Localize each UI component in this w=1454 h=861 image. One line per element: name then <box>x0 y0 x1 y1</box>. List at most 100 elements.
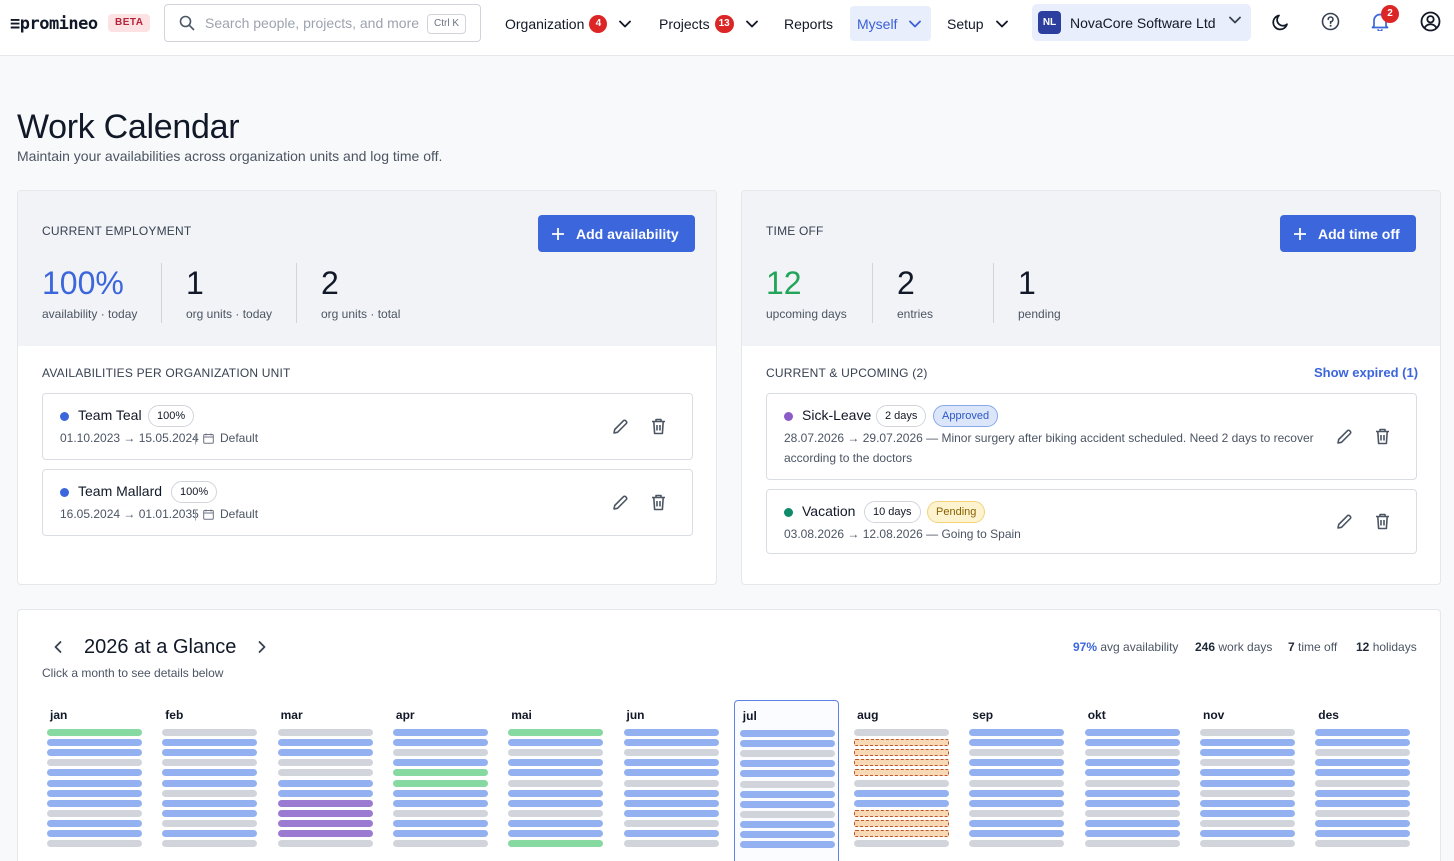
work-day-bar <box>1200 809 1295 817</box>
non-work-day-bar <box>623 779 719 787</box>
stat-value: 100% <box>42 265 124 301</box>
nav-myself[interactable]: Myself <box>850 6 931 41</box>
non-work-day-bar <box>162 789 258 797</box>
month-name: jun <box>626 708 645 722</box>
nav-setup[interactable]: Setup <box>940 6 1015 41</box>
month-tile-apr[interactable]: apr <box>388 700 493 861</box>
non-work-day-bar <box>1200 729 1295 736</box>
time-off-entry[interactable]: Sick-Leave 2 days Approved 28.07.2026 → … <box>766 393 1417 480</box>
stat-value: 12 <box>766 265 802 301</box>
trash-icon[interactable] <box>647 415 669 437</box>
work-day-bar <box>1315 769 1411 777</box>
unit-name: Team Teal <box>78 407 142 423</box>
sick-leave-bar <box>277 809 373 817</box>
work-day-bar <box>1200 779 1295 787</box>
search-input[interactable] <box>205 13 420 33</box>
organization-switcher[interactable]: NL NovaCore Software Ltd <box>1032 4 1251 41</box>
non-work-day-bar <box>854 729 950 736</box>
stat-label: availability · today <box>42 307 138 321</box>
top-navigation: ≡promineo BETA Ctrl K Organization 4 Pro… <box>0 0 1454 56</box>
work-day-bar <box>508 830 604 837</box>
app-logo[interactable]: ≡promineo <box>10 14 98 34</box>
work-day-bar <box>508 759 604 767</box>
account-menu-button[interactable] <box>1419 11 1441 34</box>
work-day-bar <box>162 769 258 777</box>
month-name: feb <box>165 708 184 722</box>
availability-item[interactable]: Team Mallard 100% 16.05.2024 → 01.01.203… <box>42 469 693 536</box>
time-off-entry[interactable]: Vacation 10 days Pending 03.08.2026 → 12… <box>766 489 1417 554</box>
month-tile-aug[interactable]: aug <box>849 700 954 861</box>
month-name: sep <box>972 708 994 722</box>
organization-name: NovaCore Software Ltd <box>1070 14 1216 31</box>
month-tile-okt[interactable]: okt <box>1080 700 1185 861</box>
add-time-off-button[interactable]: Add time off <box>1280 215 1416 252</box>
separator: | <box>194 431 198 445</box>
time-off-stat: 7 time off <box>1288 640 1337 654</box>
month-tile-mai[interactable]: mai <box>503 700 608 861</box>
availability-item[interactable]: Team Teal 100% 01.10.2023 → 15.05.2024 |… <box>42 393 693 460</box>
non-work-day-bar <box>623 840 719 848</box>
global-search[interactable]: Ctrl K <box>164 4 481 42</box>
non-work-day-bar <box>969 749 1065 757</box>
holiday-bar <box>392 779 488 787</box>
non-work-day-bar <box>47 840 142 848</box>
non-work-day-bar <box>1315 779 1411 787</box>
work-day-bar <box>739 790 835 798</box>
work-day-bar <box>392 789 488 797</box>
work-day-bar <box>1200 830 1295 837</box>
work-day-bar <box>47 830 142 837</box>
non-work-day-bar <box>739 810 835 818</box>
non-work-day-bar <box>1315 749 1411 757</box>
work-day-bar <box>392 819 488 827</box>
edit-icon[interactable] <box>609 415 631 437</box>
work-day-bar <box>162 830 258 837</box>
stat-entries: 2 entries <box>872 263 933 323</box>
month-name: des <box>1318 708 1339 722</box>
work-day-bar <box>623 809 719 817</box>
month-name: aug <box>857 708 879 722</box>
month-tile-des[interactable]: des <box>1310 700 1415 861</box>
previous-year-button[interactable] <box>53 640 63 657</box>
edit-icon[interactable] <box>609 491 631 513</box>
work-day-bar <box>277 739 373 747</box>
nav-projects[interactable]: Projects 13 <box>652 6 765 41</box>
month-tile-jul[interactable]: jul <box>733 700 839 861</box>
non-work-day-bar <box>277 729 373 736</box>
work-day-bar <box>969 789 1065 797</box>
month-tile-feb[interactable]: feb <box>157 700 262 861</box>
stat-label: pending <box>1018 307 1061 321</box>
edit-icon[interactable] <box>1333 425 1355 447</box>
non-work-day-bar <box>623 749 719 757</box>
dark-mode-toggle[interactable] <box>1270 12 1292 34</box>
availabilities-list-label: AVAILABILITIES PER ORGANIZATION UNIT <box>42 366 291 380</box>
help-icon <box>1321 12 1340 34</box>
help-button[interactable] <box>1319 12 1341 34</box>
calendar-icon <box>203 508 214 523</box>
work-days-label: work days <box>1218 640 1273 654</box>
trash-icon[interactable] <box>647 491 669 513</box>
edit-icon[interactable] <box>1333 510 1355 532</box>
projects-count-badge: 13 <box>714 14 734 33</box>
trash-icon[interactable] <box>1371 425 1393 447</box>
show-expired-link[interactable]: Show expired (1) <box>1314 365 1419 380</box>
nav-organization[interactable]: Organization 4 <box>498 6 638 41</box>
work-day-bar <box>623 769 719 777</box>
unit-calendar-name: Default <box>220 431 259 445</box>
vacation-bar <box>854 830 950 837</box>
next-year-button[interactable] <box>257 640 267 657</box>
month-tile-jan[interactable]: jan <box>42 700 147 861</box>
organization-count-badge: 4 <box>589 14 608 33</box>
avg-availability-value: 97% <box>1073 640 1098 654</box>
month-tile-nov[interactable]: nov <box>1195 700 1300 861</box>
work-day-bar <box>1084 739 1180 747</box>
work-day-bar <box>969 759 1065 767</box>
non-work-day-bar <box>508 749 604 757</box>
month-tile-sep[interactable]: sep <box>964 700 1069 861</box>
add-availability-button[interactable]: Add availability <box>538 215 695 252</box>
vacation-bar <box>854 759 950 767</box>
nav-reports[interactable]: Reports <box>777 6 840 41</box>
trash-icon[interactable] <box>1371 510 1393 532</box>
month-tile-jun[interactable]: jun <box>619 700 724 861</box>
non-work-day-bar <box>1200 819 1295 827</box>
month-tile-mar[interactable]: mar <box>273 700 378 861</box>
